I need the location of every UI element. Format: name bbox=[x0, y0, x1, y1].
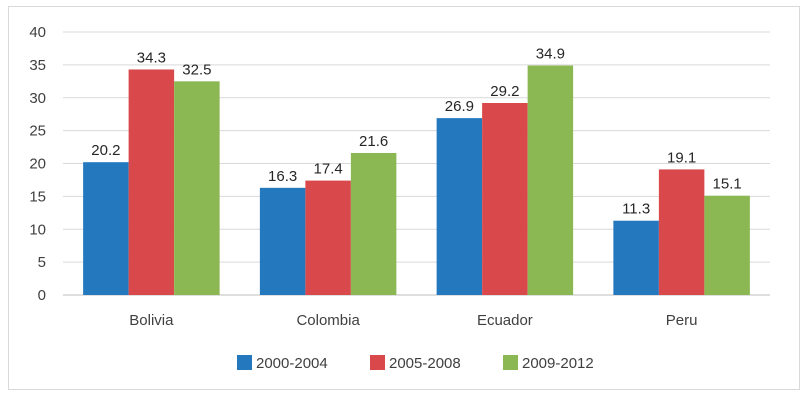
bar-ecuador-2005-2008 bbox=[482, 103, 528, 295]
legend-label: 2009-2012 bbox=[522, 355, 594, 372]
data-label: 11.3 bbox=[622, 201, 650, 218]
y-tick-label: 0 bbox=[38, 287, 46, 304]
y-tick-label: 25 bbox=[29, 123, 46, 140]
data-label: 17.4 bbox=[314, 161, 343, 178]
y-tick-label: 35 bbox=[29, 57, 46, 74]
data-labels: 20.2 34.3 32.5 16.3 17.4 21.6 26.9 29.2 34.9 11.3… bbox=[91, 46, 741, 218]
legend-swatch bbox=[503, 355, 518, 370]
category-label: Bolivia bbox=[129, 312, 174, 329]
y-tick-label: 20 bbox=[29, 156, 46, 173]
data-label: 26.9 bbox=[445, 98, 474, 115]
data-label: 34.9 bbox=[536, 46, 565, 63]
legend: 2000-2004 2005-2008 2009-2012 bbox=[237, 355, 594, 372]
bar-colombia-2000-2004 bbox=[259, 187, 306, 295]
bars bbox=[83, 65, 750, 295]
y-tick-label: 40 bbox=[29, 24, 46, 41]
category-label: Ecuador bbox=[477, 312, 533, 329]
x-axis-categories: Bolivia Colombia Ecuador Peru bbox=[129, 312, 697, 329]
data-label: 32.5 bbox=[182, 61, 211, 78]
legend-label: 2000-2004 bbox=[256, 355, 328, 372]
y-tick-label: 30 bbox=[29, 90, 46, 107]
data-label: 16.3 bbox=[268, 168, 297, 185]
bar-colombia-2005-2008 bbox=[305, 180, 351, 295]
bar-ecuador-2000-2004 bbox=[436, 118, 483, 295]
data-label: 34.3 bbox=[137, 49, 166, 66]
bar-peru-2009-2012 bbox=[704, 195, 750, 295]
y-tick-label: 15 bbox=[29, 188, 46, 205]
legend-label: 2005-2008 bbox=[389, 355, 461, 372]
data-label: 19.1 bbox=[667, 149, 696, 166]
bar-bolivia-2009-2012 bbox=[174, 81, 220, 295]
category-label: Peru bbox=[666, 312, 698, 329]
data-label: 29.2 bbox=[490, 83, 519, 100]
legend-swatch bbox=[370, 355, 385, 370]
y-tick-label: 5 bbox=[38, 254, 46, 271]
bar-peru-2000-2004 bbox=[613, 220, 659, 295]
bar-peru-2005-2008 bbox=[658, 169, 705, 295]
data-label: 21.6 bbox=[359, 133, 388, 150]
category-label: Colombia bbox=[296, 312, 360, 329]
y-tick-label: 10 bbox=[29, 221, 46, 238]
y-axis-ticks: 0 5 10 15 20 25 30 35 40 bbox=[29, 24, 46, 304]
data-label: 20.2 bbox=[91, 142, 120, 159]
bar-bolivia-2000-2004 bbox=[83, 162, 129, 295]
bar-ecuador-2009-2012 bbox=[527, 65, 574, 295]
bar-colombia-2009-2012 bbox=[350, 152, 397, 295]
bar-bolivia-2005-2008 bbox=[128, 69, 175, 295]
legend-swatch bbox=[237, 355, 252, 370]
data-label: 15.1 bbox=[713, 176, 742, 193]
